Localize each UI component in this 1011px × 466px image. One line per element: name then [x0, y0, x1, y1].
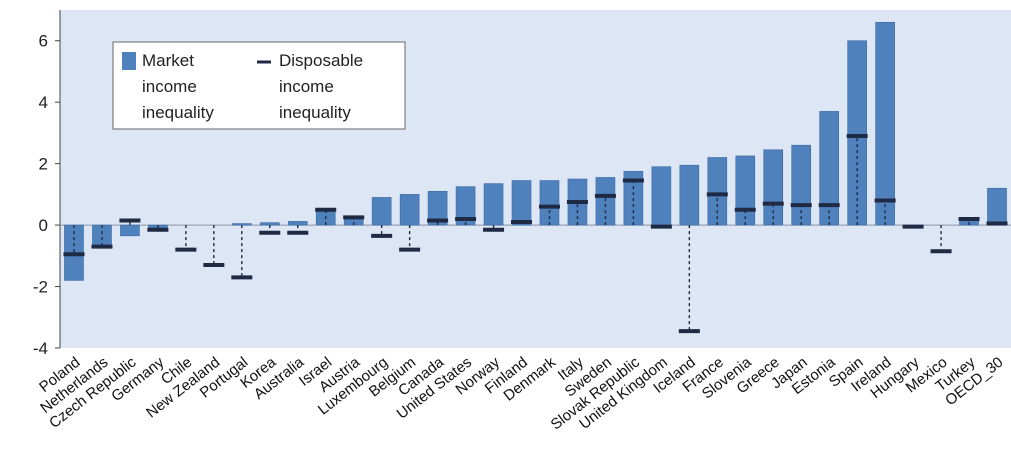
market-bar [679, 164, 700, 226]
market-bar [847, 40, 867, 226]
market-bar [399, 194, 420, 226]
market-bar [763, 149, 784, 226]
legend-box [112, 41, 406, 130]
market-bar [707, 157, 728, 226]
legend-market-line-2: income [142, 77, 197, 96]
market-bar [791, 144, 812, 226]
legend: Market income inequality Disposable inco… [112, 41, 406, 130]
market-bar [875, 21, 895, 226]
y-tick-label: 2 [39, 155, 48, 174]
legend-market-line-3: inequality [142, 103, 214, 122]
legend-market-line-1: Market [142, 51, 194, 70]
y-tick-label: -2 [33, 278, 48, 297]
market-bar [483, 183, 504, 226]
market-bar [651, 166, 672, 226]
legend-disposable-line-1: Disposable [279, 51, 363, 70]
market-bar [371, 197, 392, 226]
legend-market-swatch [122, 52, 136, 70]
y-tick-label: 6 [39, 32, 48, 51]
market-bar [259, 222, 280, 226]
market-bar [987, 187, 1007, 226]
market-bar [231, 223, 252, 226]
y-tick-label: 0 [39, 216, 48, 235]
y-tick-label: 4 [39, 93, 48, 112]
market-bar [287, 221, 308, 226]
market-bar [120, 224, 140, 237]
disposable-income-markers [63, 133, 1008, 334]
market-bar [735, 155, 756, 226]
legend-disposable-line-2: income [279, 77, 334, 96]
y-tick-label: -4 [33, 339, 48, 358]
market-bar [819, 111, 840, 226]
legend-disposable-line-3: inequality [279, 103, 351, 122]
market-income-bars [64, 21, 1007, 281]
market-bar [511, 180, 532, 226]
